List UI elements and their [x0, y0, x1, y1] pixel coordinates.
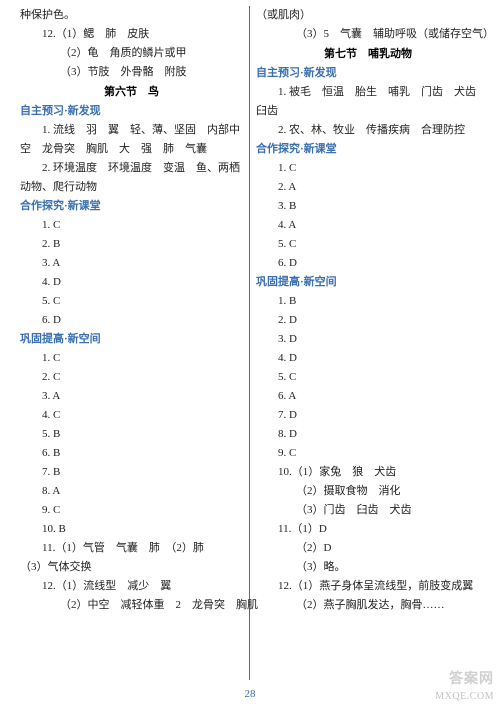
right-line: 自主预习·新发现: [256, 64, 480, 83]
right-line: 1. C: [256, 159, 480, 178]
left-line: 2. C: [20, 368, 243, 387]
right-line: 4. D: [256, 349, 480, 368]
right-line: 合作探究·新课堂: [256, 140, 480, 159]
left-line: 1. C: [20, 349, 243, 368]
left-line: 第六节 鸟: [20, 82, 243, 102]
left-column: 种保护色。12.（1）鳃 肺 皮肤（2）龟 角质的鳞片或甲（3）节肢 外骨骼 附…: [14, 6, 250, 680]
left-line: 10. B: [20, 520, 243, 539]
right-line: 8. D: [256, 425, 480, 444]
right-line: 6. D: [256, 254, 480, 273]
left-line: 合作探究·新课堂: [20, 197, 243, 216]
left-line: 种保护色。: [20, 6, 243, 25]
left-line: 4. D: [20, 273, 243, 292]
left-line: 7. B: [20, 463, 243, 482]
right-line: （3）门齿 臼齿 犬齿: [256, 501, 480, 520]
left-line: 12.（1）流线型 减少 翼: [20, 577, 243, 596]
left-line: 1. C: [20, 216, 243, 235]
right-line: （或肌肉）: [256, 6, 480, 25]
left-line: 巩固提高·新空间: [20, 330, 243, 349]
right-line: 臼齿: [256, 102, 480, 121]
left-line: 空 龙骨突 胸肌 大 强 肺 气囊: [20, 140, 243, 159]
right-line: （2）D: [256, 539, 480, 558]
right-line: （3）略。: [256, 558, 480, 577]
right-line: 2. A: [256, 178, 480, 197]
left-line: 2. 环境温度 环境温度 变温 鱼、两栖: [20, 159, 243, 178]
right-line: 10.（1）家兔 狼 犬齿: [256, 463, 480, 482]
left-line: 4. C: [20, 406, 243, 425]
page-number: 28: [0, 688, 500, 700]
right-line: 7. D: [256, 406, 480, 425]
right-line: 巩固提高·新空间: [256, 273, 480, 292]
left-line: 3. A: [20, 387, 243, 406]
right-line: 5. C: [256, 368, 480, 387]
left-line: 5. C: [20, 292, 243, 311]
right-line: 1. B: [256, 292, 480, 311]
left-line: 自主预习·新发现: [20, 102, 243, 121]
left-line: 3. A: [20, 254, 243, 273]
watermark-small: MXQE.COM: [435, 691, 494, 702]
left-line: 6. D: [20, 311, 243, 330]
right-column: （或肌肉）（3）5 气囊 辅助呼吸（或储存空气）第七节 哺乳动物自主预习·新发现…: [250, 6, 486, 680]
right-line: 2. D: [256, 311, 480, 330]
right-line: （3）5 气囊 辅助呼吸（或储存空气）: [256, 25, 480, 44]
left-line: 8. A: [20, 482, 243, 501]
right-line: 2. 农、林、牧业 传播疾病 合理防控: [256, 121, 480, 140]
left-line: 动物、爬行动物: [20, 178, 243, 197]
left-line: 11.（1）气管 气囊 肺 （2）肺: [20, 539, 243, 558]
right-line: （2）摄取食物 消化: [256, 482, 480, 501]
right-line: 12.（1）燕子身体呈流线型，前肢变成翼: [256, 577, 480, 596]
right-line: 3. B: [256, 197, 480, 216]
left-line: 5. B: [20, 425, 243, 444]
right-line: 1. 被毛 恒温 胎生 哺乳 门齿 犬齿: [256, 83, 480, 102]
left-line: （2）龟 角质的鳞片或甲: [20, 44, 243, 63]
right-line: 第七节 哺乳动物: [256, 44, 480, 64]
right-line: 9. C: [256, 444, 480, 463]
left-line: （3）节肢 外骨骼 附肢: [20, 63, 243, 82]
right-line: 3. D: [256, 330, 480, 349]
page-container: 种保护色。12.（1）鳃 肺 皮肤（2）龟 角质的鳞片或甲（3）节肢 外骨骼 附…: [0, 0, 500, 680]
left-line: 12.（1）鳃 肺 皮肤: [20, 25, 243, 44]
left-line: 6. B: [20, 444, 243, 463]
left-line: 2. B: [20, 235, 243, 254]
right-line: 5. C: [256, 235, 480, 254]
right-line: （2）燕子胸肌发达，胸骨……: [256, 596, 480, 615]
left-line: （3）气体交换: [20, 558, 243, 577]
left-line: 9. C: [20, 501, 243, 520]
left-line: （2）中空 减轻体重 2 龙骨突 胸肌: [20, 596, 243, 615]
right-line: 4. A: [256, 216, 480, 235]
right-line: 6. A: [256, 387, 480, 406]
right-line: 11.（1）D: [256, 520, 480, 539]
left-line: 1. 流线 羽 翼 轻、薄、坚固 内部中: [20, 121, 243, 140]
